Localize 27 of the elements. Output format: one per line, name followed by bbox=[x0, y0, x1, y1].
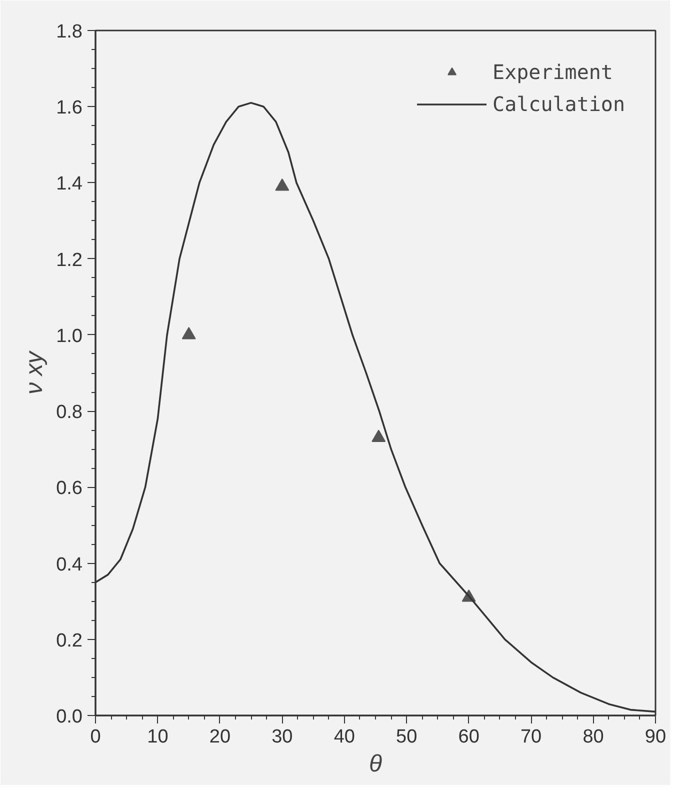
x-tick-label: 10 bbox=[147, 726, 168, 748]
y-tick-label: 1.6 bbox=[56, 98, 83, 119]
x-tick-label: 70 bbox=[520, 726, 542, 748]
x-axis-title: θ bbox=[368, 750, 382, 778]
y-tick-label: 1.2 bbox=[56, 250, 83, 271]
x-tick-label: 90 bbox=[644, 726, 666, 748]
legend-label: Experiment bbox=[492, 60, 613, 84]
point bbox=[372, 430, 386, 442]
y-tick-label: 1.0 bbox=[56, 326, 83, 347]
x-tick-label: 40 bbox=[334, 726, 355, 748]
x-tick-label: 0 bbox=[90, 726, 101, 748]
x-tick-label: 50 bbox=[396, 726, 418, 748]
y-tick-label: 0.6 bbox=[56, 478, 83, 500]
y-tick-label: 0.8 bbox=[56, 402, 83, 424]
x-tick-label: 60 bbox=[458, 726, 480, 748]
point bbox=[182, 326, 196, 340]
y-tick-label: 1.8 bbox=[56, 22, 83, 42]
y-tick-label: 0.2 bbox=[56, 630, 83, 652]
x-tick-label: 30 bbox=[272, 726, 293, 748]
y-tick-label: 0.4 bbox=[56, 554, 83, 576]
point bbox=[275, 178, 290, 191]
x-tick-label: 20 bbox=[209, 726, 231, 748]
x-tick-label: 80 bbox=[582, 726, 604, 748]
y-tick-label: 0.0 bbox=[56, 706, 83, 728]
legend-label: Calculation bbox=[492, 92, 625, 116]
y-tick-label: 1.4 bbox=[56, 174, 83, 195]
y-axis-title: ν xy bbox=[21, 350, 48, 394]
